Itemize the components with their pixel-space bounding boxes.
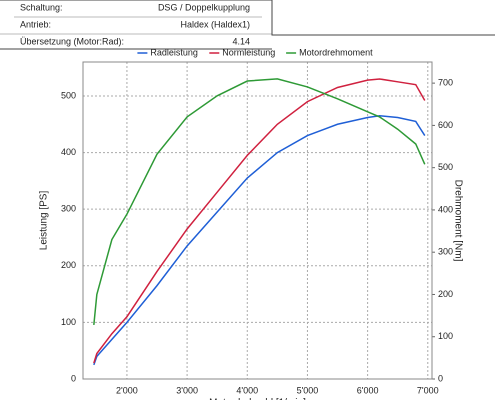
- x-axis-label: Motordrehzahl [1/min]: [209, 398, 306, 400]
- y-axis-label: Leistung [PS]: [39, 191, 50, 251]
- header-label: Übersetzung (Motor:Rad):: [20, 36, 124, 46]
- header-box: [271, 0, 495, 36]
- y2-tick-label: 400: [438, 204, 453, 214]
- legend-label: Normleistung: [222, 47, 275, 57]
- data-line: [93, 78, 426, 325]
- y-tick-label: 500: [61, 90, 76, 100]
- y2-tick-label: 600: [438, 120, 453, 130]
- header-value: 4.14: [232, 36, 250, 46]
- data-line: [93, 115, 426, 366]
- y-tick-label: 300: [61, 204, 76, 214]
- y2-tick-label: 0: [438, 373, 443, 383]
- header-label: Antrieb:: [20, 19, 51, 29]
- y2-tick-label: 700: [438, 78, 453, 88]
- header-value: Haldex (Haldex1): [180, 19, 250, 29]
- x-tick-label: 2'000: [116, 385, 138, 395]
- x-tick-label: 3'000: [176, 385, 198, 395]
- y-tick-label: 100: [61, 317, 76, 327]
- header-label: Schaltung:: [20, 2, 63, 12]
- x-tick-label: 4'000: [236, 385, 258, 395]
- y2-tick-label: 100: [438, 331, 453, 341]
- legend-label: Motordrehmoment: [299, 47, 373, 57]
- header-value: DSG / Doppelkupplung: [158, 2, 250, 12]
- y-tick-label: 400: [61, 147, 76, 157]
- x-tick-label: 5'000: [297, 385, 319, 395]
- x-tick-label: 7'000: [417, 385, 439, 395]
- x-tick-label: 6'000: [357, 385, 379, 395]
- plot-frame: [82, 61, 433, 380]
- y2-tick-label: 200: [438, 289, 453, 299]
- y-tick-label: 0: [71, 373, 76, 383]
- y2-tick-label: 300: [438, 247, 453, 257]
- y2-tick-label: 500: [438, 162, 453, 172]
- legend-label: Radleistung: [150, 47, 198, 57]
- y-tick-label: 200: [61, 260, 76, 270]
- data-line: [93, 78, 426, 364]
- y2-axis-label: Drehmoment [Nm]: [452, 180, 463, 262]
